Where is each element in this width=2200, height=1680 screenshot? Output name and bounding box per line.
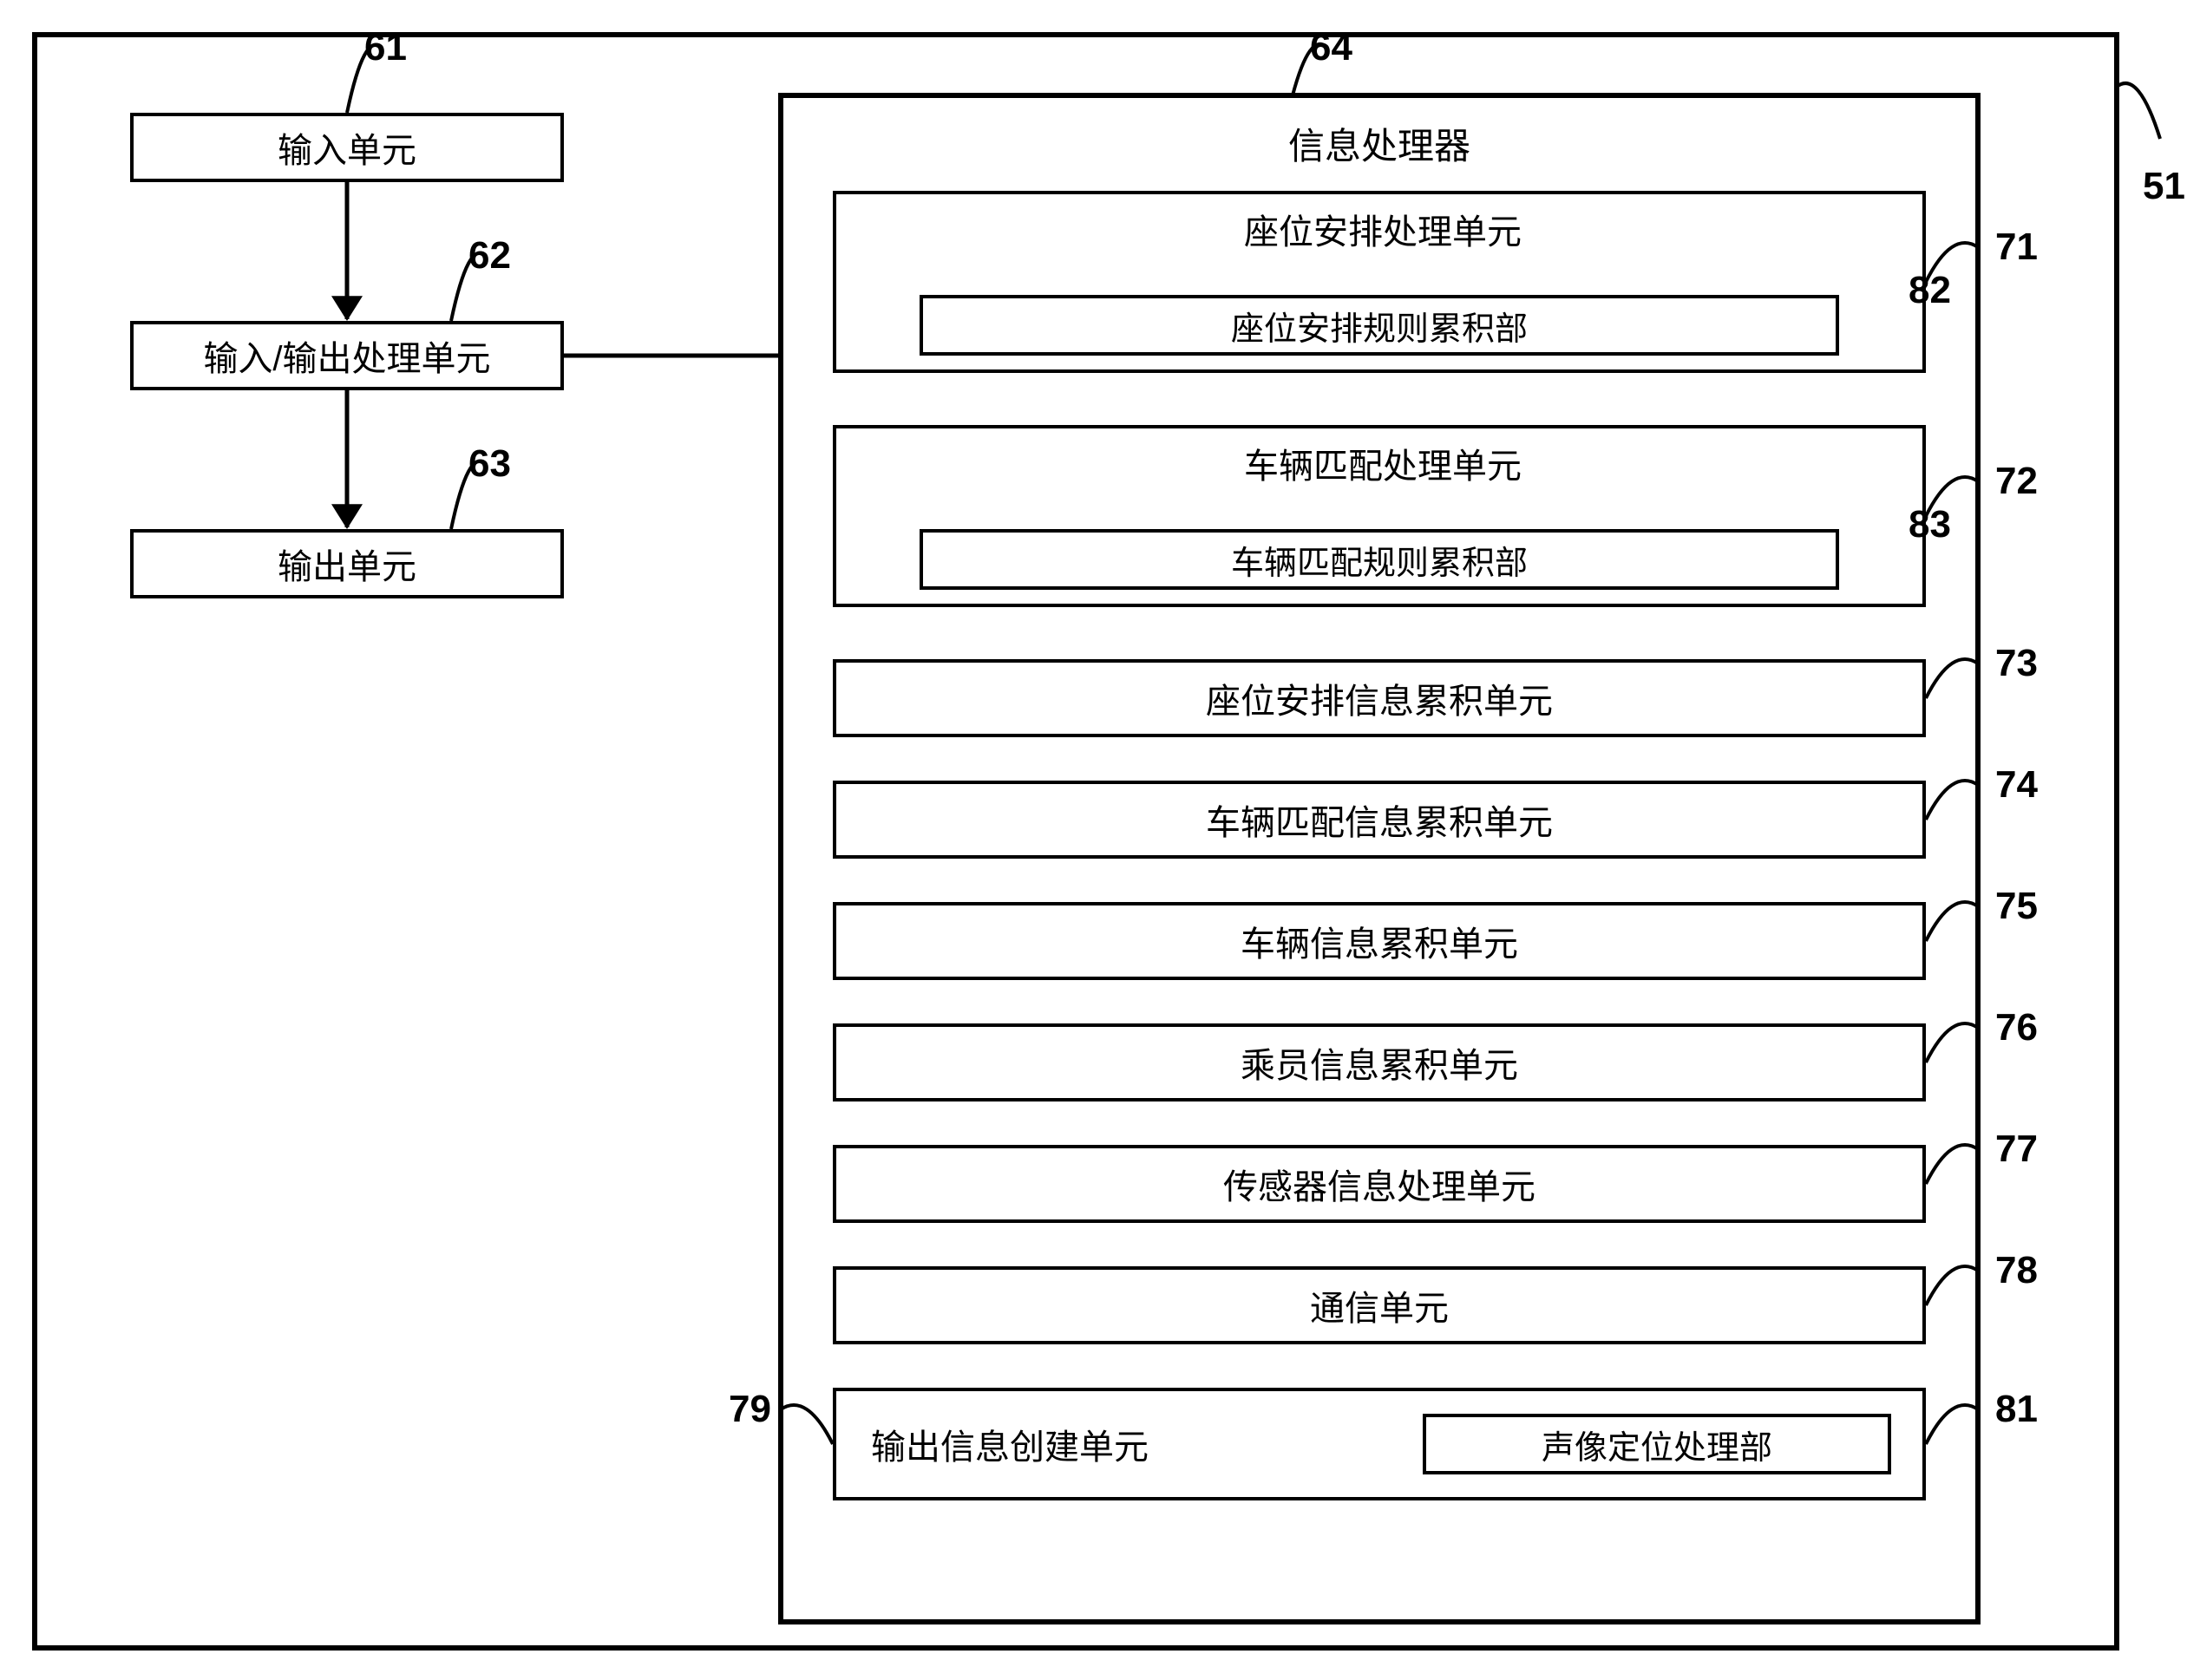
ref-63: 63 <box>468 442 511 486</box>
unit-76-box: 乘员信息累积单元 <box>833 1023 1926 1101</box>
ref-72: 72 <box>1995 460 2038 503</box>
unit-75-label: 车辆信息累积单元 <box>1241 916 1518 966</box>
unit-74-box: 车辆匹配信息累积单元 <box>833 781 1926 859</box>
io-unit-box: 输入/输出处理单元 <box>130 321 564 390</box>
output-unit-label: 输出单元 <box>278 539 416 589</box>
ref-61: 61 <box>364 26 407 69</box>
unit-78-box: 通信单元 <box>833 1266 1926 1344</box>
processor-title-text: 信息处理器 <box>1288 117 1470 170</box>
unit-73-box: 座位安排信息累积单元 <box>833 659 1926 737</box>
unit-72-inner-box: 车辆匹配规则累积部 <box>920 529 1839 590</box>
ref-83: 83 <box>1909 503 1951 546</box>
processor-title: 信息处理器 <box>781 113 1978 173</box>
ref-81: 81 <box>1995 1388 2038 1431</box>
ref-78: 78 <box>1995 1249 2038 1292</box>
ref-74: 74 <box>1995 763 2038 807</box>
ref-73: 73 <box>1995 642 2038 685</box>
output-unit-box: 输出单元 <box>130 529 564 598</box>
ref-71: 71 <box>1995 226 2038 269</box>
ref-79: 79 <box>729 1388 771 1431</box>
unit-79-inner-label: 声像定位处理部 <box>1542 1421 1772 1468</box>
ref-51: 51 <box>2143 165 2185 208</box>
input-unit-box: 输入单元 <box>130 113 564 182</box>
unit-77-box: 传感器信息处理单元 <box>833 1145 1926 1223</box>
unit-78-label: 通信单元 <box>1310 1280 1449 1330</box>
ref-76: 76 <box>1995 1006 2038 1049</box>
unit-73-label: 座位安排信息累积单元 <box>1206 673 1553 723</box>
unit-71-inner-box: 座位安排规则累积部 <box>920 295 1839 356</box>
unit-71-inner-label: 座位安排规则累积部 <box>1231 302 1528 350</box>
ref-64: 64 <box>1310 26 1352 69</box>
ref-62: 62 <box>468 234 511 278</box>
unit-79-label: 输出信息创建单元 <box>871 1419 1149 1469</box>
unit-72-title: 车辆匹配处理单元 <box>1244 438 1522 488</box>
unit-71-title: 座位安排处理单元 <box>1244 204 1522 254</box>
unit-75-box: 车辆信息累积单元 <box>833 902 1926 980</box>
io-unit-label: 输入/输出处理单元 <box>203 330 490 381</box>
ref-75: 75 <box>1995 885 2038 928</box>
ref-77: 77 <box>1995 1128 2038 1171</box>
input-unit-label: 输入单元 <box>278 122 416 173</box>
unit-77-label: 传感器信息处理单元 <box>1223 1159 1535 1209</box>
ref-82: 82 <box>1909 269 1951 312</box>
unit-79-inner-box: 声像定位处理部 <box>1423 1414 1891 1474</box>
unit-76-label: 乘员信息累积单元 <box>1241 1037 1518 1088</box>
unit-72-inner-label: 车辆匹配规则累积部 <box>1231 536 1528 584</box>
unit-74-label: 车辆匹配信息累积单元 <box>1206 794 1553 845</box>
